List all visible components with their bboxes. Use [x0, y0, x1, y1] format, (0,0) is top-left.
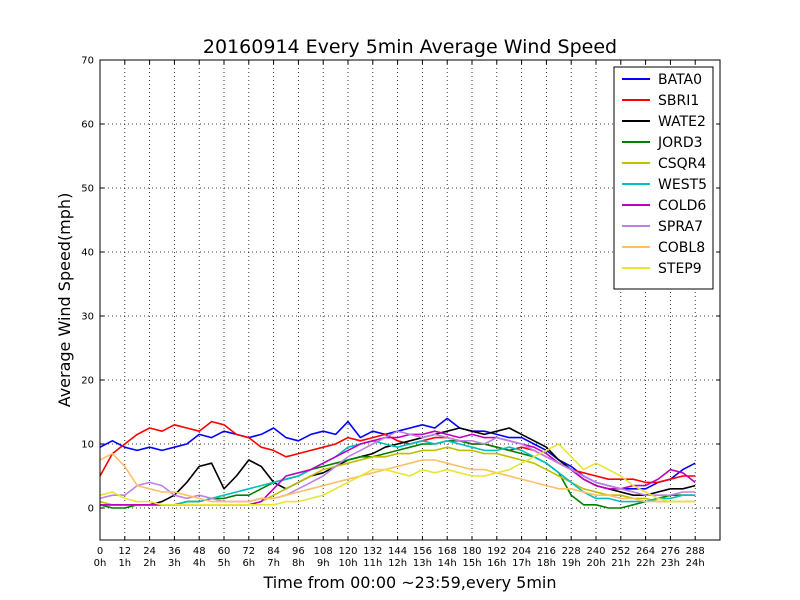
legend-box	[613, 66, 714, 290]
x-tick-label: 0	[97, 546, 103, 557]
x-tick-label: 60	[218, 546, 231, 557]
x-tick-label: 108	[314, 546, 333, 557]
legend-label: COLD6	[658, 198, 706, 214]
y-tick-label: 30	[81, 312, 94, 323]
x-tick-sublabel: 0h	[94, 558, 107, 569]
x-tick-label: 252	[611, 546, 630, 557]
x-tick-label: 180	[462, 546, 481, 557]
series-line-sbri1	[99, 420, 696, 484]
legend-label: SPRA7	[658, 219, 703, 235]
x-tick-label: 144	[388, 546, 407, 557]
x-tick-label: 72	[242, 546, 255, 557]
x-tick-label: 12	[118, 546, 131, 557]
plot-area-frame	[99, 59, 721, 541]
x-tick-label: 204	[512, 546, 531, 557]
x-tick-sublabel: 18h	[537, 558, 556, 569]
x-tick-label: 192	[487, 546, 506, 557]
x-tick-sublabel: 10h	[338, 558, 357, 569]
x-tick-label: 120	[338, 546, 357, 557]
x-tick-label: 288	[686, 546, 705, 557]
x-tick-sublabel: 11h	[363, 558, 382, 569]
legend-label: BATA0	[658, 72, 702, 88]
y-tick-label: 10	[81, 440, 94, 451]
x-tick-sublabel: 13h	[413, 558, 432, 569]
x-tick-sublabel: 15h	[462, 558, 481, 569]
series-line-cobl8	[99, 452, 696, 503]
x-tick-sublabel: 17h	[512, 558, 531, 569]
x-tick-sublabel: 2h	[143, 558, 156, 569]
x-axis-label: Time from 00:00 ~23:59,every 5min	[263, 573, 557, 592]
x-tick-sublabel: 4h	[193, 558, 206, 569]
x-tick-sublabel: 9h	[317, 558, 330, 569]
x-tick-sublabel: 14h	[438, 558, 457, 569]
x-tick-label: 132	[363, 546, 382, 557]
y-axis-label: Average Wind Speed(mph)	[55, 193, 74, 408]
legend-label: COBL8	[658, 240, 705, 256]
legend-label: JORD3	[657, 135, 703, 151]
x-tick-label: 264	[636, 546, 655, 557]
x-tick-sublabel: 23h	[661, 558, 680, 569]
y-tick-label: 70	[81, 56, 94, 67]
x-tick-label: 168	[438, 546, 457, 557]
x-tick-label: 276	[661, 546, 680, 557]
x-tick-label: 84	[267, 546, 280, 557]
x-tick-label: 216	[537, 546, 556, 557]
x-tick-sublabel: 7h	[267, 558, 280, 569]
x-tick-sublabel: 12h	[388, 558, 407, 569]
legend-label: CSQR4	[658, 156, 706, 172]
x-tick-label: 24	[143, 546, 156, 557]
x-tick-sublabel: 5h	[218, 558, 231, 569]
y-tick-label: 50	[81, 184, 94, 195]
x-tick-sublabel: 19h	[562, 558, 581, 569]
x-tick-sublabel: 21h	[611, 558, 630, 569]
x-tick-sublabel: 6h	[242, 558, 255, 569]
series-line-step9	[99, 443, 696, 506]
x-tick-sublabel: 16h	[487, 558, 506, 569]
legend-label: WATE2	[658, 114, 706, 130]
x-tick-label: 156	[413, 546, 432, 557]
series-line-west5	[100, 439, 696, 506]
y-tick-label: 60	[81, 120, 94, 131]
legend: BATA0 SBRI1 WATE2 JORD3 CSQR4 WEST5 COLD6 SPRA7…	[613, 66, 714, 290]
x-tick-sublabel: 20h	[586, 558, 605, 569]
x-tick-sublabel: 1h	[118, 558, 131, 569]
x-tick-label: 228	[562, 546, 581, 557]
series-lines	[99, 417, 696, 509]
legend-label: STEP9	[658, 261, 702, 277]
x-tick-sublabel: 22h	[636, 558, 655, 569]
y-tick-label: 40	[81, 248, 94, 259]
series-line-spra7	[99, 430, 696, 503]
x-tick-label: 96	[292, 546, 305, 557]
chart-title: 20160914 Every 5min Average Wind Speed	[203, 36, 617, 58]
legend-label: SBRI1	[658, 93, 699, 109]
y-tick-label: 0	[88, 504, 94, 515]
x-tick-sublabel: 3h	[168, 558, 181, 569]
x-tick-label: 240	[586, 546, 605, 557]
x-tick-sublabel: 24h	[686, 558, 705, 569]
x-tick-label: 36	[168, 546, 181, 557]
axis-ticks: 00h121h242h363h484h605h726h847h968h1089h…	[81, 56, 720, 569]
x-tick-sublabel: 8h	[292, 558, 305, 569]
legend-label: WEST5	[658, 177, 707, 193]
x-tick-label: 48	[193, 546, 206, 557]
y-tick-label: 20	[81, 376, 94, 387]
